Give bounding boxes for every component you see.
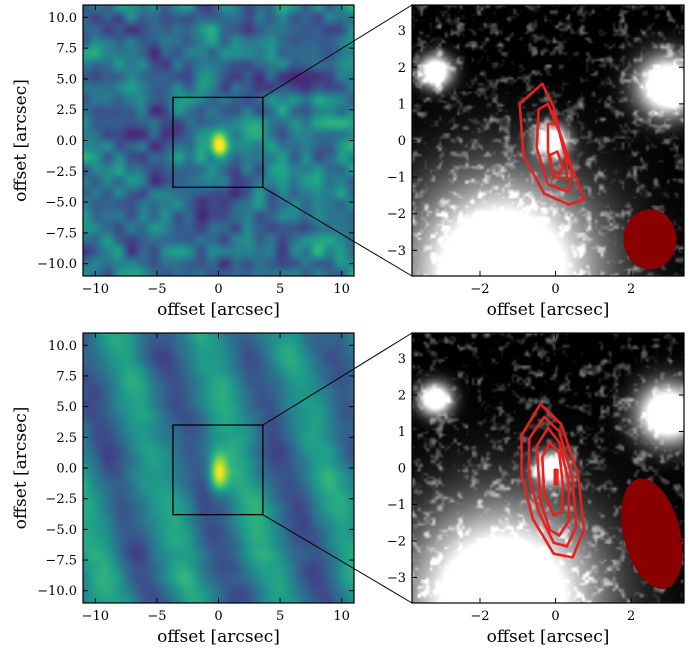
x-tick-label: 0	[214, 282, 222, 297]
contour-3	[540, 441, 565, 517]
contour-0	[520, 402, 586, 559]
panel-bottom-right: −2 0 2 3 2 1 0 −1 −2 −3 offset [arcsec]	[387, 332, 685, 647]
x-tick-label: −10	[82, 282, 109, 297]
y-tick-label: 5.0	[56, 72, 77, 87]
beam-ellipse	[621, 478, 683, 589]
x-tick-label: 2	[627, 282, 635, 297]
y-tick-label: −10.0	[37, 584, 77, 599]
y-tick-label: −7.5	[45, 554, 77, 569]
y-tick-label: 0	[398, 462, 406, 477]
beam-ellipse	[623, 209, 677, 270]
y-tick-label: 7.5	[56, 369, 77, 384]
heatmap-image	[83, 333, 354, 603]
inset-box	[172, 424, 264, 516]
y-tick-label: 2	[398, 61, 406, 76]
y-tick-label: −1	[387, 498, 406, 513]
y-axis-label: offset [arcsec]	[11, 79, 31, 202]
panel-top-right: −2 0 2 3 2 1 0 −1 −2 −3 offset [arcsec]	[387, 4, 685, 320]
y-tick-label: −5.0	[45, 196, 77, 211]
x-tick-label: 0	[214, 609, 222, 624]
zoom-connector-upper	[262, 332, 413, 426]
y-tick-label: −3	[387, 244, 406, 259]
y-tick-label: −2	[387, 207, 406, 222]
y-tick-label: −1	[387, 171, 406, 186]
x-tick-label: 0	[551, 282, 559, 297]
y-axis-label: offset [arcsec]	[11, 407, 31, 530]
y-tick-label: −5.0	[45, 523, 77, 538]
y-tick-label: 10.0	[48, 339, 77, 354]
y-tick-label: 10.0	[48, 11, 77, 26]
x-axis-label: offset [arcsec]	[487, 627, 610, 647]
y-tick-label: 1	[398, 425, 406, 440]
zoom-connector-lower	[262, 186, 413, 277]
x-tick-label: −5	[147, 282, 166, 297]
y-tick-label: 1	[398, 97, 406, 112]
x-axis-label: offset [arcsec]	[157, 300, 280, 320]
inset-box	[172, 96, 264, 188]
contour-2	[535, 426, 571, 537]
zoom-connector-lower	[262, 514, 413, 604]
panel-top-left: −10 −5 0 5 10 10.0 7.5 5.0 2.5 0.0 −2.5 −5.0 −7.5 −10…	[11, 4, 355, 320]
x-tick-label: −5	[147, 609, 166, 624]
x-tick-label: −10	[82, 609, 109, 624]
y-tick-label: −2.5	[45, 165, 77, 180]
contour-3	[548, 150, 565, 175]
contour-4	[553, 468, 559, 486]
x-axis-label: offset [arcsec]	[157, 627, 280, 647]
y-tick-label: −10.0	[37, 257, 77, 272]
y-tick-label: 3	[398, 24, 406, 39]
x-tick-label: 0	[551, 609, 559, 624]
contour-1	[535, 102, 574, 194]
x-tick-label: 10	[333, 282, 350, 297]
y-tick-label: −7.5	[45, 226, 77, 241]
y-tick-label: 0	[398, 134, 406, 149]
x-tick-label: 10	[333, 609, 350, 624]
contour-0	[518, 82, 586, 206]
y-tick-label: 0.0	[56, 134, 77, 149]
x-tick-label: −2	[470, 282, 489, 297]
y-tick-label: 0.0	[56, 462, 77, 477]
heatmap-image	[83, 5, 354, 276]
x-tick-label: 2	[627, 609, 635, 624]
y-tick-label: −3	[387, 571, 406, 586]
panel-bottom-left: −10 −5 0 5 10 10.0 7.5 5.0 2.5 0.0 −2.5 −5.0 −7.5 −10…	[11, 332, 355, 647]
contour-1	[527, 415, 578, 548]
x-tick-label: −2	[470, 609, 489, 624]
y-tick-label: 2.5	[56, 431, 77, 446]
y-tick-label: 7.5	[56, 42, 77, 57]
y-tick-label: 2	[398, 389, 406, 404]
x-axis-label: offset [arcsec]	[487, 300, 610, 320]
y-tick-label: −2	[387, 534, 406, 549]
x-tick-label: 5	[276, 609, 284, 624]
y-tick-label: 3	[398, 352, 406, 367]
y-tick-label: −2.5	[45, 492, 77, 507]
contour-2	[546, 122, 569, 181]
x-tick-label: 5	[276, 282, 284, 297]
zoom-connector-upper	[262, 4, 413, 98]
y-tick-label: 2.5	[56, 103, 77, 118]
y-tick-label: 5.0	[56, 400, 77, 415]
